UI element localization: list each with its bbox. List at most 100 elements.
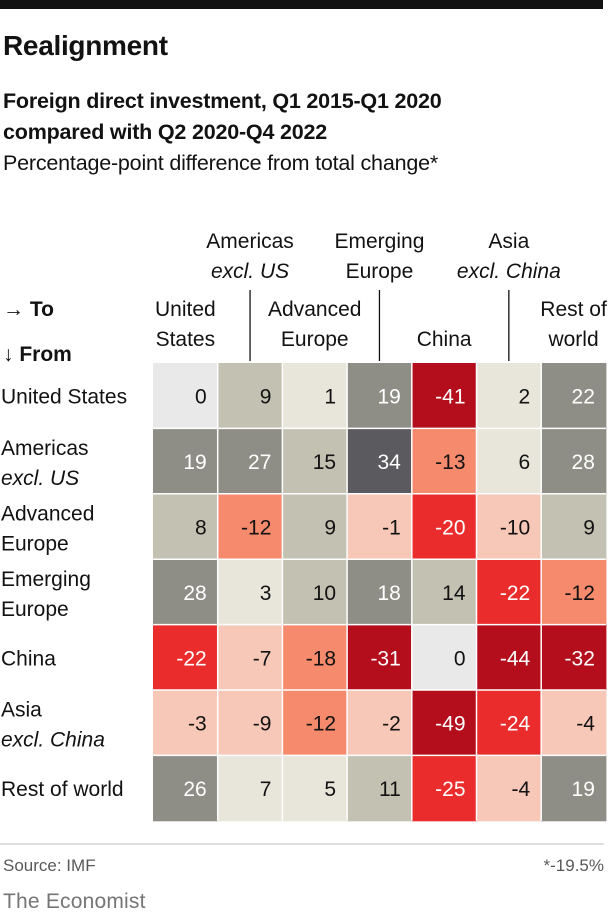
column-header-label: Americas <box>206 230 294 253</box>
heatmap-cell <box>282 755 348 822</box>
row-header-label: Europe <box>1 533 69 556</box>
row-header-label: Asia <box>1 699 42 722</box>
heatmap-cell <box>541 624 607 691</box>
column-header-label: Advanced <box>268 298 361 321</box>
heatmap-cell <box>411 624 477 691</box>
cell-value-label: -12 <box>306 713 336 736</box>
row-header-label: Americas <box>1 437 89 460</box>
chart-subtitle: Foreign direct investment, Q1 2015-Q1 20… <box>3 86 442 148</box>
cell-value-label: -12 <box>565 582 595 605</box>
cell-value-label: -49 <box>435 713 465 736</box>
cell-value-label: -31 <box>370 647 400 670</box>
cell-value-label: -25 <box>435 778 465 801</box>
cell-value-label: -9 <box>253 713 272 736</box>
heatmap-cell <box>347 690 413 756</box>
heatmap-cell <box>282 690 348 756</box>
cell-value-label: 9 <box>260 386 272 409</box>
cell-value-label: -1 <box>382 517 401 540</box>
cell-value-label: 11 <box>379 778 401 801</box>
cell-value-label: -3 <box>188 713 207 736</box>
heatmap-cell <box>347 755 413 822</box>
heatmap-cell <box>153 755 219 822</box>
column-header-label: States <box>156 328 216 351</box>
heatmap-cell <box>476 493 542 560</box>
column-header-label: China <box>417 328 472 351</box>
cell-value-label: -22 <box>176 647 206 670</box>
cell-value-label: 5 <box>324 778 336 801</box>
heatmap-cell <box>541 690 607 756</box>
heatmap-cell <box>282 559 348 626</box>
cell-value-label: 22 <box>572 386 595 409</box>
heatmap-cell <box>476 755 542 822</box>
cell-value-label: 14 <box>442 582 466 605</box>
footnote: *-19.5% <box>543 856 604 875</box>
column-axis-label: → To <box>3 298 54 321</box>
heatmap-cell <box>476 624 542 691</box>
heatmap-cell <box>347 493 413 560</box>
cell-value-label: 9 <box>583 517 595 540</box>
row-header-label: excl. US <box>1 467 79 490</box>
heatmap-cell <box>153 559 219 626</box>
cell-value-label: 0 <box>454 647 466 670</box>
top-rule <box>0 0 603 9</box>
heatmap-cell <box>411 755 477 822</box>
row-header-label: Rest of world <box>1 778 124 801</box>
heatmap-cell <box>153 428 219 495</box>
source-note: Source: IMF <box>3 856 96 875</box>
heatmap-cell <box>411 428 477 495</box>
cell-value-label: -44 <box>500 647 531 670</box>
cell-value-label: 19 <box>377 386 400 409</box>
cell-value-label: -4 <box>576 713 595 736</box>
cell-value-label: -18 <box>306 647 336 670</box>
heatmap-cell <box>476 428 542 495</box>
cell-value-label: 27 <box>248 451 271 474</box>
row-header-label: China <box>1 647 56 670</box>
row-header-label: United States <box>1 386 127 409</box>
heatmap-cell <box>476 363 542 429</box>
column-header-label: United <box>155 298 216 321</box>
heatmap-cell <box>282 363 348 429</box>
heatmap-cell <box>217 624 283 691</box>
heatmap-cell <box>347 428 413 495</box>
cell-value-label: -32 <box>565 647 595 670</box>
heatmap-cell <box>153 690 219 756</box>
cell-value-label: -41 <box>435 386 465 409</box>
heatmap-cell <box>282 624 348 691</box>
heatmap-cell <box>347 363 413 429</box>
heatmap-cell <box>411 559 477 626</box>
cell-value-label: 19 <box>572 778 595 801</box>
cell-value-label: 18 <box>377 582 400 605</box>
column-header-label: world <box>547 328 598 351</box>
heatmap-cell <box>217 363 283 429</box>
column-header-label: Emerging <box>335 230 425 253</box>
heatmap-cell <box>217 559 283 626</box>
heatmap-cell <box>347 559 413 626</box>
subtitle-line-2: compared with Q2 2020-Q4 2022 <box>3 120 328 144</box>
cell-value-label: -22 <box>500 582 530 605</box>
cell-value-label: 7 <box>260 778 272 801</box>
cell-value-label: 9 <box>324 517 336 540</box>
cell-value-label: 19 <box>183 451 206 474</box>
row-header-label: Europe <box>1 598 69 621</box>
cell-value-label: -4 <box>512 778 531 801</box>
cell-value-label: -12 <box>241 517 271 540</box>
column-header-label: Asia <box>488 230 529 253</box>
heatmap-cell <box>217 755 283 822</box>
heatmap-cell <box>411 493 477 560</box>
column-header-label: Europe <box>346 260 414 283</box>
heatmap-cell <box>282 493 348 560</box>
heatmap-cell <box>541 363 607 429</box>
heatmap-cell <box>153 363 219 429</box>
heatmap-cell <box>541 755 607 822</box>
cell-value-label: -2 <box>382 713 401 736</box>
heatmap-cell <box>411 690 477 756</box>
cell-value-label: -13 <box>435 451 465 474</box>
cell-value-label: 0 <box>195 386 207 409</box>
heatmap-cell <box>476 559 542 626</box>
cell-value-label: 15 <box>313 451 336 474</box>
cell-value-label: 3 <box>260 582 272 605</box>
heatmap-cell <box>541 559 607 626</box>
cell-value-label: 10 <box>313 582 336 605</box>
column-header-label: Europe <box>281 328 349 351</box>
